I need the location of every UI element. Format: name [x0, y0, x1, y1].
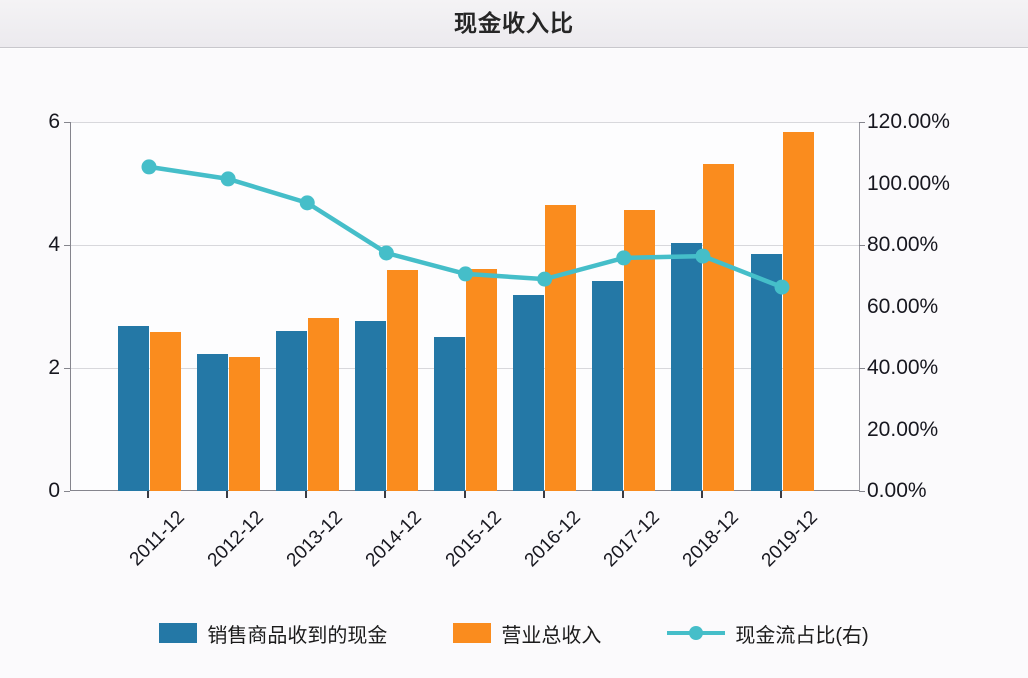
bar-cash	[513, 294, 545, 491]
bar-revenue	[466, 269, 497, 491]
legend-line-marker	[667, 626, 726, 640]
bar-cash	[354, 321, 386, 491]
legend-label: 营业总收入	[501, 624, 602, 647]
y-axis-tick-right	[859, 491, 865, 492]
x-axis-tick	[226, 491, 229, 498]
x-axis-label: 2019-12	[757, 507, 822, 572]
x-axis-tick	[147, 491, 149, 498]
plot-area	[70, 122, 860, 491]
line-marker	[220, 171, 236, 187]
line-marker	[378, 245, 394, 261]
x-axis-tick	[384, 491, 387, 498]
y-axis-label-left: 4	[48, 233, 60, 256]
x-axis-tick	[463, 491, 466, 498]
title-bar: 现金收入比	[0, 0, 1028, 48]
bar-revenue	[228, 356, 260, 491]
legend: 销售商品收到的现金 营业总收入 现金流占比(右)	[0, 618, 1028, 648]
x-axis-label: 2011-12	[125, 507, 189, 571]
x-axis-label: 2016-12	[520, 507, 585, 572]
bar-revenue	[386, 270, 418, 491]
line-marker	[299, 195, 315, 211]
y-axis-label-right: 20.00%	[867, 417, 939, 441]
y-axis-tick-right	[859, 368, 865, 369]
bar-revenue	[545, 205, 577, 491]
y-axis-label-right: 60.00%	[867, 294, 939, 318]
legend-swatch	[159, 623, 198, 643]
y-axis-tick-left	[64, 245, 70, 246]
line-marker	[616, 250, 632, 266]
y-axis-tick-right	[859, 122, 865, 123]
y-axis-label-left: 2	[48, 356, 60, 379]
line-marker	[774, 279, 790, 295]
x-axis-label: 2012-12	[203, 507, 268, 572]
x-axis-line	[71, 490, 859, 491]
x-axis-tick	[305, 491, 308, 498]
cashflow-ratio-line	[141, 159, 790, 295]
y-axis-tick-left	[64, 368, 70, 369]
line-marker	[141, 159, 157, 175]
chart-title: 现金收入比	[454, 10, 574, 36]
legend-label: 现金流占比(右)	[735, 624, 869, 647]
y-axis-tick-right	[859, 245, 865, 246]
bar-revenue	[703, 163, 735, 491]
gridline	[71, 245, 859, 246]
line-marker	[695, 248, 711, 264]
legend-item-revenue: 营业总收入	[453, 619, 601, 648]
bar-cash	[275, 331, 307, 491]
line-marker	[537, 271, 553, 287]
x-axis-tick	[780, 491, 782, 498]
x-axis-label: 2014-12	[362, 507, 427, 572]
x-axis-tick	[700, 491, 703, 498]
y-axis-label-right: 120.00%	[867, 110, 950, 133]
y-axis-label-right: 40.00%	[867, 356, 939, 379]
gridline	[71, 122, 859, 123]
y-axis-tick-left	[64, 122, 70, 123]
legend-line-dot	[689, 626, 704, 640]
x-axis-tick	[542, 491, 545, 498]
bar-cash	[671, 243, 703, 491]
y-axis-label-right: 0.00%	[867, 479, 927, 502]
bar-cash	[117, 326, 149, 491]
legend-swatch	[453, 623, 492, 643]
x-axis-label: 2013-12	[282, 507, 348, 572]
line-marker	[458, 266, 473, 282]
y-axis-label-right: 80.00%	[867, 233, 939, 256]
legend-item-cash: 销售商品收到的现金	[159, 619, 387, 648]
x-axis-label: 2017-12	[599, 507, 664, 572]
y-axis-label-left: 6	[48, 110, 60, 133]
x-axis-label: 2018-12	[678, 507, 743, 572]
bar-cash	[196, 353, 228, 491]
legend-label: 销售商品收到的现金	[207, 624, 388, 647]
x-axis-tick	[621, 491, 624, 498]
y-axis-label-left: 0	[48, 479, 60, 502]
bar-revenue	[307, 318, 339, 491]
gridline	[71, 368, 859, 369]
bar-cash	[434, 337, 465, 491]
bar-cash	[750, 254, 782, 491]
y-axis-label-right: 100.00%	[867, 171, 950, 195]
y-axis-tick-left	[64, 491, 70, 492]
bar-revenue	[149, 331, 181, 491]
x-axis-label: 2015-12	[441, 507, 506, 572]
bar-cash	[592, 281, 624, 491]
legend-item-ratio: 现金流占比(右)	[667, 619, 869, 648]
bar-revenue	[782, 131, 814, 491]
